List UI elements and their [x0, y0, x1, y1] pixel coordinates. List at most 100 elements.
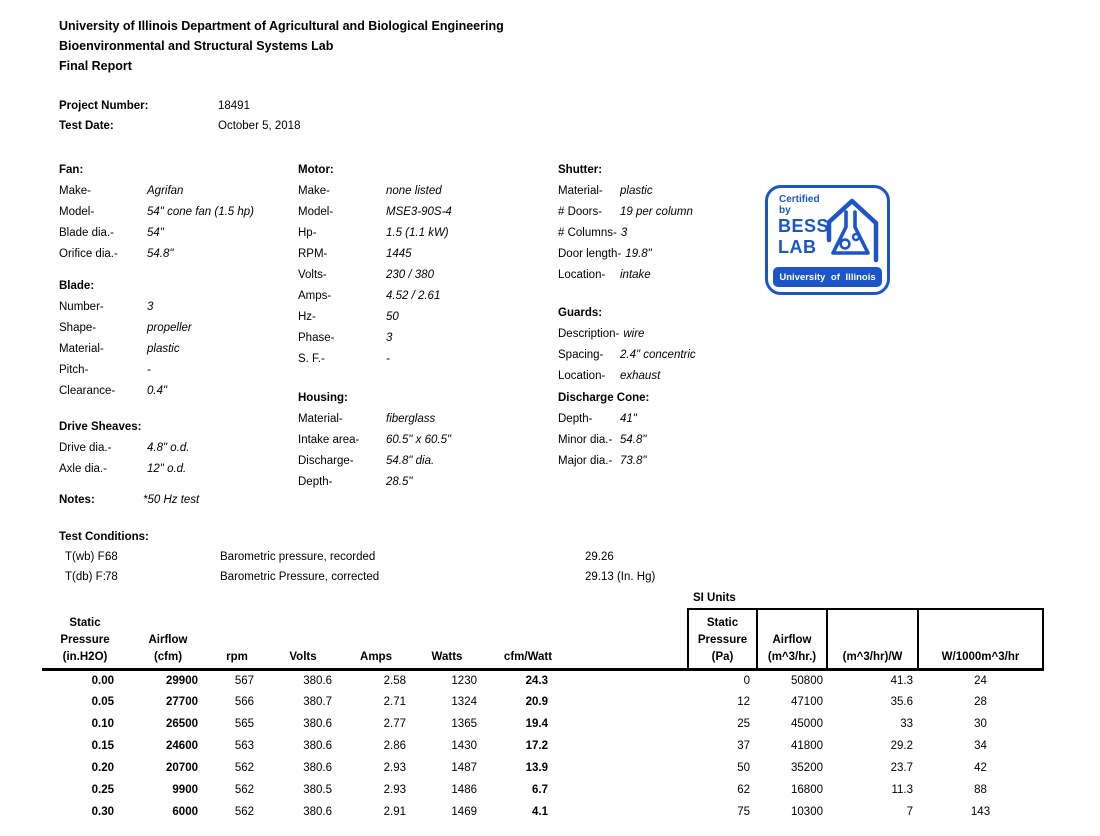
spec-row: Hp- 1.5 (1.1 kW) [298, 223, 452, 244]
spec-value: 4.52 / 2.61 [386, 290, 441, 302]
discharge-cone-section: Discharge Cone: Depth- 41" Minor dia.- 54.8"… [558, 388, 649, 472]
project-number-label: Project Number: [59, 100, 149, 112]
spec-row: Pitch- - [59, 360, 192, 381]
motor-section: Motor: Make-none listed Model- MSE3-90S-4 Hp… [298, 160, 452, 370]
spec-row: Door length- 19.8" [558, 244, 693, 265]
spec-value: 1.5 (1.1 kW) [386, 227, 449, 239]
spec-row: RPM- 1445 [298, 244, 452, 265]
cell-spacer [574, 713, 688, 735]
spec-label: Minor dia.- [558, 434, 613, 446]
cell-cfm_watt: 20.9 [525, 696, 548, 708]
spec-value: 19 per column [620, 206, 693, 218]
table-row: 0.15 24600 563 380.6 2.86 1430 17.2 37 41800 29.2… [42, 735, 1043, 757]
spec-label: Pitch- [59, 364, 89, 376]
cell-watts: 1365 [451, 718, 477, 730]
cell-pa: 75 [737, 806, 750, 818]
spec-value: 2.4" concentric [620, 349, 696, 361]
cell-amps: 2.71 [383, 696, 406, 708]
cell-m3hr_w: 41.3 [890, 674, 913, 687]
spec-value: intake [620, 269, 651, 281]
spec-value: - [147, 364, 151, 376]
cell-watts: 1487 [451, 762, 477, 774]
column-header-m3hr: Airflow (m^3/hr.) [756, 608, 828, 671]
spec-label: Make- [59, 185, 91, 197]
spec-value: 28.5" [386, 476, 413, 488]
cell-cfm: 26500 [166, 718, 198, 730]
cell-pa: 37 [737, 740, 750, 752]
spec-label: Discharge- [298, 455, 354, 467]
column-header-pa: Static Pressure (Pa) [687, 608, 758, 671]
spec-value: exhaust [620, 370, 661, 382]
cell-cfm_watt: 24.3 [525, 674, 548, 687]
spec-row: Location-exhaust [558, 366, 696, 387]
spec-row: Orifice dia.- 54.8" [59, 244, 254, 265]
title-line-department: University of Illinois Department of Agr… [59, 19, 504, 33]
spec-value: Agrifan [147, 185, 184, 197]
spec-row: Make-none listed [298, 181, 452, 202]
cell-amps: 2.86 [383, 740, 406, 752]
table-row: 0.25 9900 562 380.5 2.93 1486 6.7 62 16800 11.3 88 [42, 779, 1043, 801]
spec-value: 0.4" [147, 385, 168, 397]
cell-volts: 380.6 [303, 762, 332, 774]
barometric-recorded-label: Barometric pressure, recorded [220, 551, 376, 563]
cell-w_1000: 34 [974, 740, 987, 752]
logo-certified-line: Certified [779, 194, 820, 205]
spec-label: Amps- [298, 290, 332, 302]
test-conditions-row: T(wb) F: 68 Barometric pressure, recorde… [0, 551, 1100, 571]
spec-label: Description- [558, 328, 620, 340]
logo-university-banner: University of Illinois [773, 267, 882, 287]
cell-volts: 380.6 [303, 806, 332, 818]
cell-m3hr_w: 23.7 [890, 762, 913, 774]
cell-m3hr: 10300 [791, 806, 823, 818]
cell-m3hr: 35200 [791, 762, 823, 774]
section-title: Housing: [298, 392, 348, 404]
barometric-corrected-label: Barometric Pressure, corrected [220, 571, 380, 583]
spec-label: Material- [298, 413, 343, 425]
spec-label: Depth- [558, 413, 593, 425]
cell-cfm_watt: 4.1 [532, 806, 548, 818]
spec-row: Description-wire [558, 324, 696, 345]
cell-rpm: 567 [234, 674, 254, 687]
spec-value: 1445 [386, 248, 412, 260]
cell-m3hr: 16800 [791, 784, 823, 796]
cell-m3hr_w: 7 [906, 806, 913, 818]
spec-row: Location-intake [558, 265, 693, 286]
spec-label: Drive dia.- [59, 442, 112, 454]
cell-w_1000: 143 [970, 806, 991, 818]
spec-value: 4.8" o.d. [147, 442, 190, 454]
blade-section: Blade: Number- 3 Shape-propeller Material-pl… [59, 276, 192, 402]
spec-label: Orifice dia.- [59, 248, 118, 260]
spec-value: MSE3-90S-4 [386, 206, 452, 218]
cell-pa: 62 [737, 784, 750, 796]
spec-value: 3 [620, 227, 628, 239]
cell-m3hr: 50800 [791, 674, 823, 687]
section-title: Fan: [59, 164, 84, 176]
cell-pa: 25 [737, 718, 750, 730]
cell-m3hr: 41800 [791, 740, 823, 752]
column-header-w_1000: W/1000m^3/hr [917, 608, 1044, 671]
table-row: 0.00 29900 567 380.6 2.58 1230 24.3 0 50800 41.3 2… [42, 669, 1043, 691]
test-conditions-title: Test Conditions: [59, 531, 149, 543]
cell-m3hr: 47100 [791, 696, 823, 708]
cell-volts: 380.5 [303, 784, 332, 796]
spec-row: Material-fiberglass [298, 409, 451, 430]
spec-value: plastic [620, 185, 653, 197]
spec-row: Phase- 3 [298, 328, 452, 349]
spec-label: Major dia.- [558, 455, 613, 467]
spec-label: Shape- [59, 322, 97, 334]
notes-label: Notes: [59, 494, 95, 506]
cell-volts: 380.6 [303, 718, 332, 730]
cell-volts: 380.6 [303, 740, 332, 752]
spec-label: # Doors- [558, 206, 603, 218]
cell-watts: 1430 [451, 740, 477, 752]
cell-w_1000: 42 [974, 762, 987, 774]
cell-sp: 0.30 [91, 806, 114, 818]
cell-rpm: 562 [234, 806, 254, 818]
section-title: Motor: [298, 164, 334, 176]
cell-watts: 1469 [451, 806, 477, 818]
cell-cfm: 9900 [172, 784, 198, 796]
section-title: Drive Sheaves: [59, 421, 142, 433]
cell-watts: 1230 [451, 674, 477, 687]
barometric-corrected-value: 29.13 (In. Hg) [585, 571, 656, 583]
spec-row: # Doors- 19 per column [558, 202, 693, 223]
